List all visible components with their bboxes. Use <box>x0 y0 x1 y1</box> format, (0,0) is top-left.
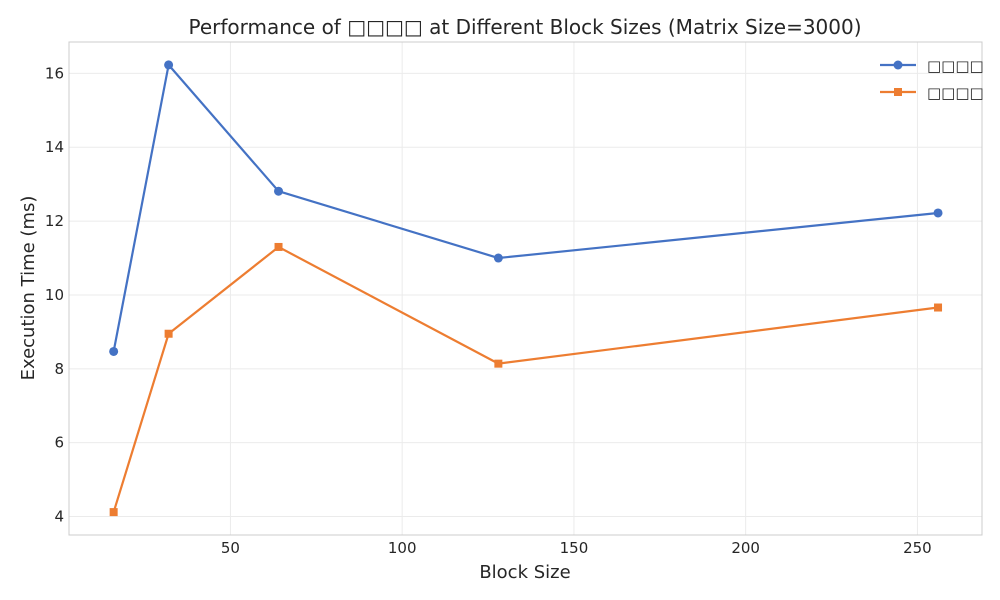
legend-label: □□□□ <box>927 57 984 75</box>
series-line <box>112 63 939 352</box>
legend-item: □□□□ <box>880 57 984 75</box>
y-tick-labels: 4 6 8 10 12 14 16 <box>45 64 64 525</box>
x-tick-label: 150 <box>560 539 589 557</box>
y-tick-label: 16 <box>45 64 64 82</box>
legend: □□□□ □□□□ <box>880 57 984 102</box>
x-axis-label: Block Size <box>479 562 570 583</box>
data-point <box>493 253 503 263</box>
data-point <box>274 242 283 251</box>
y-tick-label: 12 <box>45 212 64 230</box>
legend-label: □□□□ <box>927 84 984 102</box>
data-point <box>109 508 118 517</box>
y-tick-label: 4 <box>54 508 64 526</box>
y-tick-label: 14 <box>45 138 64 156</box>
series-line <box>112 245 939 513</box>
data-point <box>934 303 943 312</box>
legend-item: □□□□ <box>880 84 984 102</box>
series-2 <box>109 242 943 517</box>
data-point <box>494 359 503 368</box>
y-tick-label: 8 <box>54 360 64 378</box>
plot-frame <box>68 41 983 536</box>
data-point <box>274 186 284 196</box>
series-1 <box>109 60 943 356</box>
data-point <box>933 208 943 218</box>
legend-swatch-marker <box>894 88 902 96</box>
x-tick-label: 50 <box>221 539 240 557</box>
series-layer <box>109 60 943 517</box>
x-tick-label: 200 <box>731 539 760 557</box>
x-tick-label: 100 <box>388 539 417 557</box>
x-tick-label: 250 <box>903 539 932 557</box>
legend-swatch-marker <box>893 60 903 70</box>
y-axis-label: Execution Time (ms) <box>18 196 39 381</box>
data-point <box>164 60 174 70</box>
data-point <box>164 329 173 338</box>
y-tick-label: 10 <box>45 286 64 304</box>
data-point <box>109 346 119 356</box>
y-tick-label: 6 <box>54 434 64 452</box>
chart-title: Performance of □□□□ at Different Block S… <box>188 15 861 39</box>
grid-layer <box>69 42 982 535</box>
x-tick-labels: 50 100 150 200 250 <box>221 539 932 557</box>
